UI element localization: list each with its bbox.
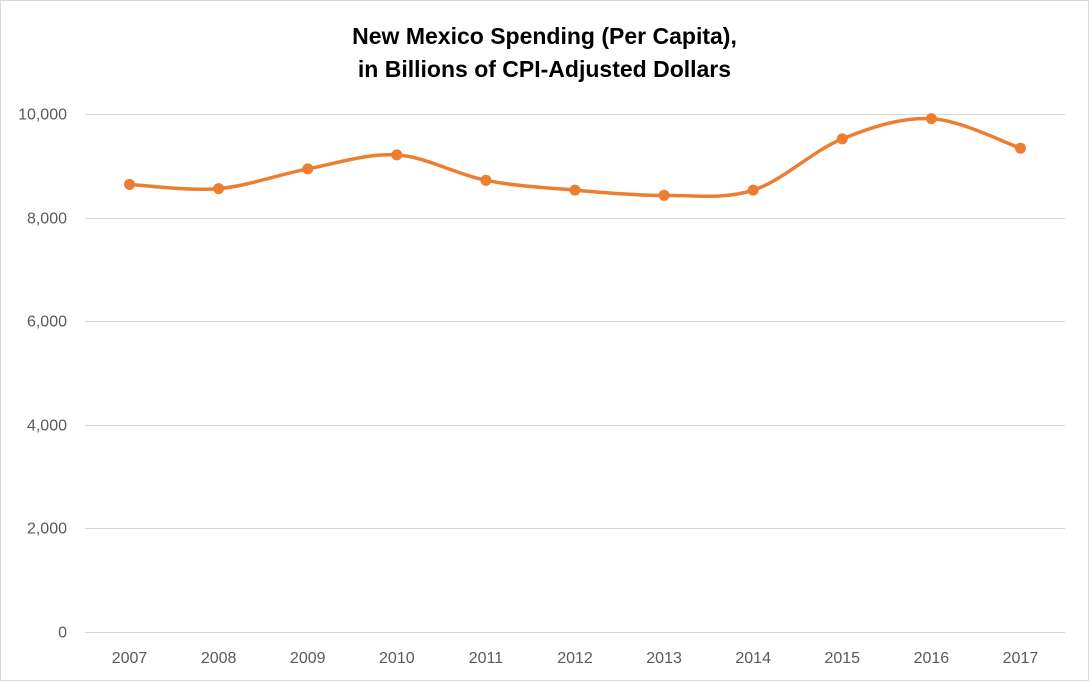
x-tick-label: 2010 xyxy=(379,650,415,667)
data-point-2008 xyxy=(213,183,225,195)
y-axis-labels: 0 2,000 4,000 6,000 8,000 10,000 xyxy=(18,107,67,642)
data-point-2012 xyxy=(569,184,581,196)
data-point-2016 xyxy=(925,113,937,125)
x-tick-label: 2012 xyxy=(557,650,593,667)
series-line-0 xyxy=(127,116,1023,199)
x-tick-label: 2008 xyxy=(201,650,237,667)
x-tick-label: 2015 xyxy=(824,650,860,667)
y-tick-label: 0 xyxy=(58,625,67,642)
y-tick-label: 2,000 xyxy=(27,521,67,538)
x-tick-label: 2013 xyxy=(646,650,682,667)
gridlines xyxy=(85,114,1065,633)
data-point-2014 xyxy=(747,184,759,196)
data-point-2011 xyxy=(480,174,492,186)
data-point-2009 xyxy=(302,163,314,175)
x-tick-label: 2017 xyxy=(1003,650,1039,667)
data-point-2013 xyxy=(658,189,670,201)
y-tick-label: 6,000 xyxy=(27,314,67,331)
x-axis-labels: 2007 2008 2009 2010 2011 2012 2013 2014 2015 2016… xyxy=(112,650,1039,667)
chart-title-line-1: New Mexico Spending (Per Capita), xyxy=(352,23,737,49)
x-tick-label: 2007 xyxy=(112,650,148,667)
chart-title: New Mexico Spending (Per Capita), in Bil… xyxy=(0,20,1089,86)
data-point-2015 xyxy=(836,133,848,145)
markers xyxy=(124,113,1026,201)
x-tick-label: 2014 xyxy=(735,650,771,667)
y-tick-label: 10,000 xyxy=(18,107,67,124)
data-point-2010 xyxy=(391,149,403,161)
x-tick-label: 2009 xyxy=(290,650,326,667)
data-point-2017 xyxy=(1014,142,1026,154)
series xyxy=(127,116,1023,199)
data-point-2007 xyxy=(124,178,136,190)
chart-title-line-2: in Billions of CPI-Adjusted Dollars xyxy=(357,56,732,82)
x-tick-label: 2011 xyxy=(469,650,504,667)
y-tick-label: 8,000 xyxy=(27,211,67,228)
x-tick-label: 2016 xyxy=(914,650,950,667)
y-tick-label: 4,000 xyxy=(27,418,67,435)
